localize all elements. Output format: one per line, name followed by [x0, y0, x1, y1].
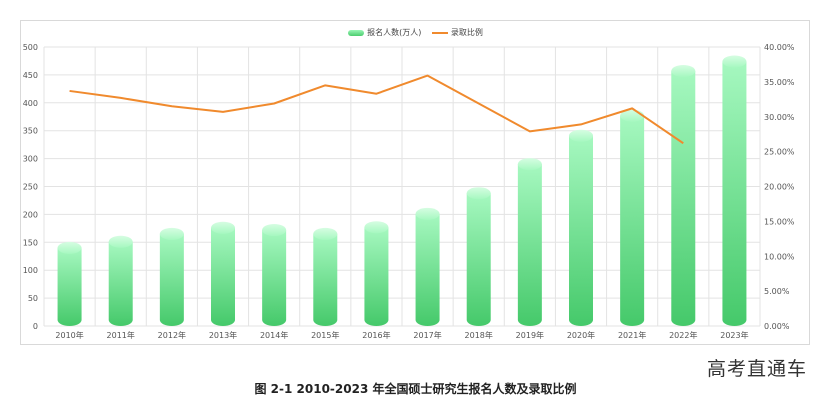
legend-item-bar[interactable]: 报名人数(万人) [348, 27, 421, 38]
x-tick-label: 2010年 [55, 330, 83, 340]
bar-cap-2015年 [313, 227, 338, 240]
bar-2011年 [108, 241, 133, 326]
y-tick-right: 20.00% [764, 183, 795, 192]
bar-2023年 [722, 61, 747, 327]
chart-legend: 报名人数(万人) 录取比例 [0, 27, 831, 38]
watermark-text: 高考直通车 [706, 358, 807, 380]
bar-cap-2011年 [108, 235, 133, 248]
x-tick-label: 2020年 [567, 330, 595, 340]
y-tick-right: 0.00% [764, 322, 790, 331]
y-tick-right: 25.00% [764, 148, 795, 157]
y-tick-left: 250 [23, 183, 38, 192]
legend-bar-label: 报名人数(万人) [367, 28, 422, 37]
bar-cap-2023年 [722, 55, 747, 68]
x-tick-label: 2018年 [465, 330, 493, 340]
y-tick-right: 30.00% [764, 113, 795, 122]
y-tick-left: 150 [23, 238, 38, 247]
y-tick-left: 400 [23, 99, 38, 108]
x-tick-label: 2015年 [311, 330, 339, 340]
bar-cap-2020年 [569, 129, 593, 142]
bar-2017年 [415, 213, 440, 326]
legend-line-swatch [431, 31, 448, 34]
bar-2015年 [313, 233, 338, 326]
x-tick-label: 2019年 [516, 330, 544, 340]
bar-2013年 [211, 227, 235, 326]
y-tick-left: 0 [33, 322, 38, 331]
x-tick-label: 2013年 [209, 330, 237, 340]
bar-2019年 [517, 164, 542, 326]
figure-caption: 图 2-1 2010-2023 年全国硕士研究生报名人数及录取比例 [254, 382, 577, 396]
bar-2021年 [620, 115, 645, 326]
x-tick-label: 2017年 [413, 330, 441, 340]
y-tick-left: 500 [23, 43, 38, 52]
bar-cap-2014年 [262, 224, 287, 237]
y-tick-right: 15.00% [764, 217, 795, 226]
bar-2018年 [466, 193, 491, 326]
series-line-admission-rate [69, 74, 684, 145]
bar-cap-2019年 [517, 158, 542, 171]
x-tick-label: 2021年 [618, 330, 646, 340]
x-tick-label: 2011年 [107, 330, 135, 340]
bar-2014年 [262, 230, 287, 326]
x-tick-label: 2023年 [720, 330, 748, 340]
bar-cap-2017年 [415, 207, 440, 220]
legend-item-line[interactable]: 录取比例 [431, 27, 483, 38]
y-tick-left: 50 [28, 294, 38, 303]
bar-cap-2022年 [671, 64, 696, 77]
bar-2016年 [364, 227, 389, 326]
legend-bar-swatch [348, 29, 365, 36]
bar-cap-2013年 [211, 221, 235, 234]
bar-2020年 [569, 135, 593, 326]
bar-cap-2010年 [57, 241, 82, 254]
x-tick-label: 2012年 [158, 330, 186, 340]
x-tick-label: 2022年 [669, 330, 697, 340]
legend-line-label: 录取比例 [450, 28, 483, 37]
x-tick-label: 2016年 [362, 330, 390, 340]
y-tick-right: 10.00% [764, 252, 795, 261]
y-tick-left: 450 [23, 71, 38, 80]
y-tick-left: 300 [23, 155, 38, 164]
y-tick-left: 200 [23, 210, 38, 219]
bar-cap-2016年 [364, 221, 389, 234]
y-tick-right: 40.00% [764, 43, 795, 52]
y-tick-right: 35.00% [764, 78, 795, 87]
bar-cap-2018年 [466, 187, 491, 200]
bar-cap-2012年 [159, 227, 184, 240]
bar-2010年 [57, 247, 82, 326]
bar-2012年 [159, 233, 184, 326]
y-tick-left: 350 [23, 127, 38, 136]
y-tick-left: 100 [23, 266, 38, 275]
x-tick-label: 2014年 [260, 330, 288, 340]
bar-2022年 [671, 70, 696, 326]
y-tick-right: 5.00% [764, 287, 790, 296]
